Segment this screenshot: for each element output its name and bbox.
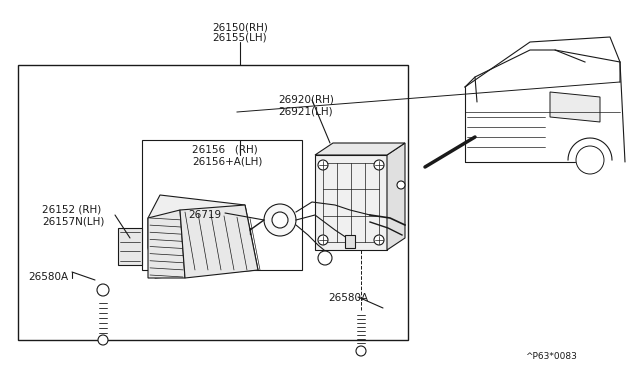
Text: 26719: 26719: [188, 210, 221, 220]
Circle shape: [97, 284, 109, 296]
Text: 26156   (RH): 26156 (RH): [192, 145, 258, 155]
Polygon shape: [315, 143, 405, 155]
Circle shape: [318, 251, 332, 265]
Circle shape: [272, 212, 288, 228]
Circle shape: [98, 335, 108, 345]
Text: 26580A: 26580A: [328, 293, 368, 303]
Text: 26156+A(LH): 26156+A(LH): [192, 156, 262, 166]
Text: 26155(LH): 26155(LH): [212, 33, 268, 43]
Circle shape: [576, 146, 604, 174]
Text: 26152 (RH): 26152 (RH): [42, 205, 101, 215]
Polygon shape: [387, 143, 405, 250]
Text: ^P63*0083: ^P63*0083: [525, 352, 577, 361]
Polygon shape: [315, 155, 387, 250]
Bar: [18, 65, 408, 340]
Text: 26921(LH): 26921(LH): [278, 106, 333, 116]
Text: 26580A: 26580A: [28, 272, 68, 282]
Polygon shape: [118, 228, 142, 265]
Text: 26920(RH): 26920(RH): [278, 95, 334, 105]
Circle shape: [374, 160, 384, 170]
Circle shape: [318, 235, 328, 245]
Circle shape: [356, 346, 366, 356]
Circle shape: [374, 235, 384, 245]
Text: 26157N(LH): 26157N(LH): [42, 216, 104, 226]
Text: 26150(RH): 26150(RH): [212, 22, 268, 32]
Polygon shape: [345, 235, 355, 248]
Circle shape: [264, 204, 296, 236]
Polygon shape: [550, 92, 600, 122]
Polygon shape: [180, 205, 258, 278]
Polygon shape: [148, 195, 258, 278]
Circle shape: [397, 181, 405, 189]
Circle shape: [318, 160, 328, 170]
Polygon shape: [148, 210, 185, 278]
Bar: [142, 140, 302, 270]
